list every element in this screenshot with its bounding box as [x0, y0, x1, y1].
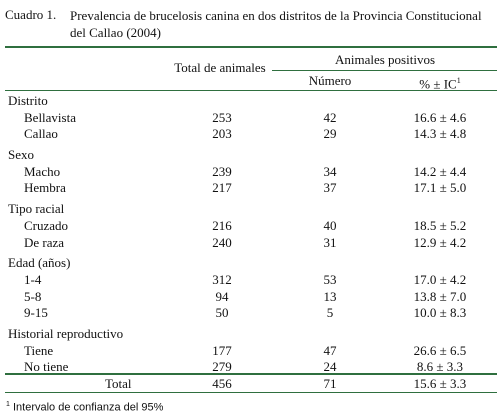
row-label: 5-8	[24, 288, 42, 304]
cell: 37	[323, 180, 337, 196]
group-label: Distrito	[8, 93, 48, 108]
cell: 13	[323, 288, 337, 304]
cell: 177	[212, 342, 232, 358]
cell: 203	[212, 126, 232, 142]
row-label: Callao	[24, 126, 58, 142]
title: Prevalencia de brucelosis canina en dos …	[70, 8, 482, 40]
cell: 217	[212, 180, 232, 196]
cell: 8.6 ± 3.3	[416, 359, 464, 374]
group-label: Historial reproductivo	[8, 325, 124, 341]
footnote-text: Intervalo de confianza del 95%	[12, 401, 164, 413]
row-label: 1-4	[24, 272, 42, 288]
group-rule	[272, 70, 497, 71]
cell: 18.5 ± 5.2	[413, 218, 467, 234]
cell: 24	[323, 359, 337, 374]
percent-note: 1	[456, 76, 461, 85]
row-label: Cruzado	[24, 218, 69, 234]
header-group: Animales positivos	[334, 52, 436, 67]
cell: 279	[212, 359, 232, 374]
row-label: De raza	[24, 234, 65, 250]
cell: 216	[212, 218, 232, 234]
cell: 12.9 ± 4.2	[413, 234, 467, 250]
row-label: No tiene	[24, 359, 69, 374]
row-label: Tiene	[24, 342, 54, 358]
cell: 40	[323, 218, 337, 234]
bottom-rule	[5, 373, 497, 375]
row-label: Bellavista	[24, 110, 76, 125]
cell: 253	[212, 110, 232, 125]
cell: 17.1 ± 5.0	[413, 180, 467, 196]
cell: 47	[323, 342, 337, 358]
row-label: Macho	[24, 164, 61, 180]
header-number: Número	[308, 73, 352, 88]
cell: 94	[215, 288, 229, 304]
header-total: Total de animales	[174, 60, 266, 75]
cell: 10.0 ± 8.3	[413, 304, 467, 320]
cell: 34	[323, 164, 337, 180]
cell: 240	[212, 234, 232, 250]
cell: 456	[212, 376, 232, 391]
footnote-marker: 1	[6, 401, 10, 408]
cell: 29	[323, 126, 337, 142]
cell: 239	[212, 164, 232, 180]
cell: 17.0 ± 4.2	[413, 272, 467, 288]
cell: 5	[326, 304, 334, 320]
cell: 31	[323, 234, 337, 250]
cell: 42	[323, 110, 337, 125]
top-rule	[5, 46, 497, 48]
cell: 71	[323, 376, 337, 391]
cell: 15.6 ± 3.3	[413, 376, 467, 391]
row-label: 9-15	[24, 304, 48, 320]
group-label: Edad (años)	[8, 255, 71, 271]
row-label: Hembra	[24, 180, 66, 196]
footnote: 1 Intervalo de confianza del 95%	[6, 397, 163, 413]
percent-label: % ± IC	[419, 76, 457, 92]
cell: 53	[323, 272, 337, 288]
cell: 16.6 ± 4.6	[413, 110, 467, 125]
cell: 14.3 ± 4.8	[413, 126, 467, 142]
total-rule	[5, 392, 497, 393]
cell: 312	[212, 272, 232, 288]
total-label: Total	[105, 376, 132, 391]
header-percent: % ± IC1	[395, 73, 485, 92]
cell: 26.6 ± 6.5	[413, 342, 467, 358]
group-label: Tipo racial	[8, 201, 65, 217]
cell: 14.2 ± 4.4	[413, 164, 467, 180]
caption: Cuadro 1.	[5, 7, 57, 22]
cell: 13.8 ± 7.0	[413, 288, 467, 304]
group-label: Sexo	[8, 147, 34, 163]
cell: 50	[215, 304, 229, 320]
header-rule	[5, 90, 497, 91]
